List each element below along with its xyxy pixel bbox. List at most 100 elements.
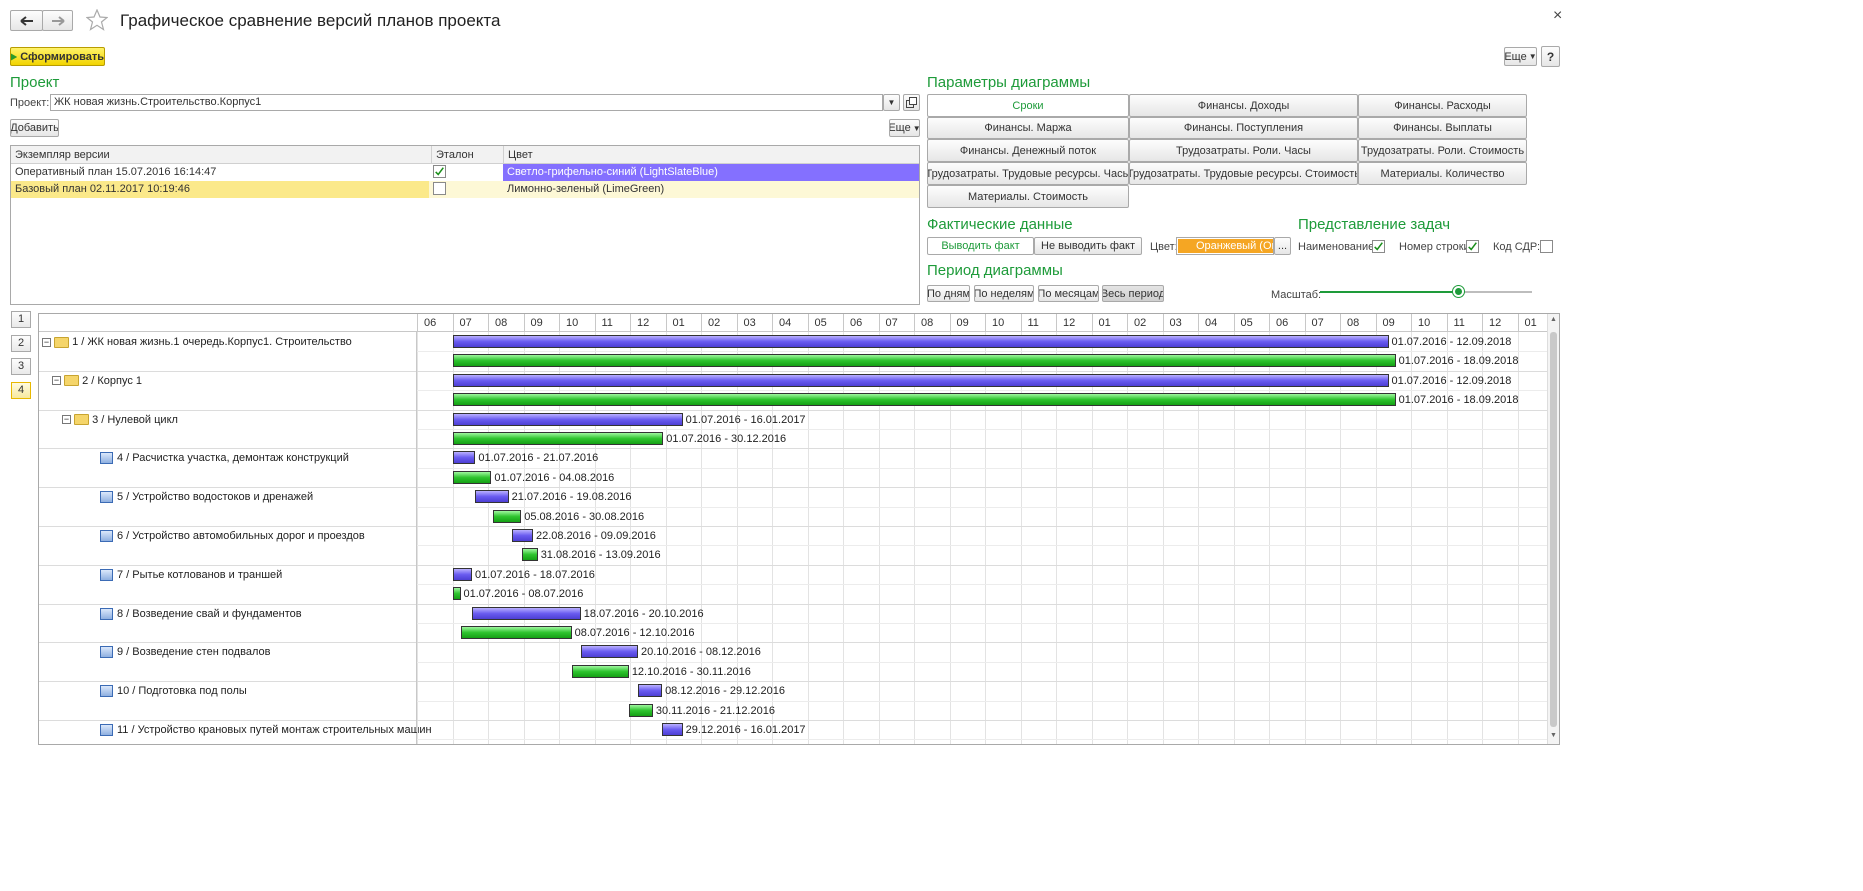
reference-checkbox[interactable] bbox=[433, 182, 446, 195]
collapse-icon[interactable]: − bbox=[42, 336, 51, 347]
base-bar[interactable] bbox=[460, 626, 572, 639]
project-field[interactable]: ЖК новая жизнь.Строительство.Корпус1 bbox=[50, 94, 883, 111]
add-button[interactable]: Добавить bbox=[10, 119, 59, 137]
hide-actual-button[interactable]: Не выводить факт bbox=[1034, 237, 1142, 255]
generate-button[interactable]: Сформировать bbox=[10, 47, 105, 66]
month-header: 07 bbox=[1304, 314, 1341, 332]
level-3-button[interactable]: 3 bbox=[11, 358, 31, 375]
base-bar[interactable] bbox=[452, 393, 1396, 407]
forward-button[interactable] bbox=[42, 10, 73, 31]
slider-handle[interactable] bbox=[1452, 285, 1465, 298]
open-window-icon bbox=[906, 97, 917, 108]
period-months-button[interactable]: По месяцам bbox=[1038, 285, 1099, 302]
tab-finance-income[interactable]: Финансы. Доходы bbox=[1129, 94, 1358, 117]
base-bar[interactable] bbox=[492, 509, 522, 523]
scale-slider[interactable] bbox=[1320, 284, 1532, 300]
task-row-name[interactable]: 7 / Рытье котлованов и траншей bbox=[72, 568, 282, 582]
tab-labor-roles-cost[interactable]: Трудозатраты. Роли. Стоимость bbox=[1358, 139, 1527, 162]
plan-bar[interactable] bbox=[471, 606, 581, 620]
tab-finance-expense[interactable]: Финансы. Расходы bbox=[1358, 94, 1527, 117]
reference-checkbox[interactable] bbox=[433, 165, 446, 178]
base-bar[interactable] bbox=[628, 703, 653, 717]
wbs-label: Код СДР: bbox=[1493, 241, 1541, 253]
folder-icon bbox=[54, 336, 69, 348]
plan-bar[interactable] bbox=[512, 529, 533, 542]
rownum-checkbox[interactable] bbox=[1466, 240, 1479, 253]
tab-srok[interactable]: Сроки bbox=[927, 94, 1129, 117]
period-weeks-button[interactable]: По неделям bbox=[974, 285, 1034, 302]
plan-bar[interactable] bbox=[475, 490, 509, 504]
base-bar[interactable] bbox=[452, 432, 664, 445]
task-row-name[interactable]: 9 / Возведение стен подвалов bbox=[72, 645, 270, 659]
help-button[interactable]: ? bbox=[1541, 46, 1560, 67]
plan-bar[interactable] bbox=[580, 645, 638, 659]
month-gridline bbox=[1198, 332, 1199, 744]
tab-materials-cost[interactable]: Материалы. Стоимость bbox=[927, 185, 1129, 208]
plan-bar[interactable] bbox=[452, 451, 476, 465]
task-row-name[interactable]: 5 / Устройство водостоков и дренажей bbox=[72, 490, 313, 504]
base-bar[interactable] bbox=[452, 470, 492, 484]
scroll-up-icon[interactable]: ▲ bbox=[1550, 316, 1557, 323]
wbs-checkbox[interactable] bbox=[1540, 240, 1553, 253]
task-row-name[interactable]: − 3 / Нулевой цикл bbox=[62, 413, 178, 427]
plan-bar[interactable] bbox=[452, 567, 472, 581]
back-button[interactable] bbox=[10, 10, 43, 31]
month-gridline bbox=[1375, 332, 1377, 744]
project-open-button[interactable] bbox=[903, 94, 920, 111]
more-button-top[interactable]: Еще ▼ bbox=[1504, 47, 1537, 66]
show-actual-button[interactable]: Выводить факт bbox=[927, 237, 1034, 255]
task-row-name[interactable]: 6 / Устройство автомобильных дорог и про… bbox=[72, 529, 365, 543]
period-days-button[interactable]: По дням bbox=[927, 285, 970, 302]
tab-labor-roles-hours[interactable]: Трудозатраты. Роли. Часы bbox=[1129, 139, 1358, 162]
scroll-thumb[interactable] bbox=[1550, 332, 1557, 727]
base-bar[interactable] bbox=[522, 548, 538, 562]
level-2-button[interactable]: 2 bbox=[11, 335, 31, 352]
tab-labor-resources-hours[interactable]: Трудозатраты. Трудовые ресурсы. Часы bbox=[927, 162, 1129, 185]
base-bar[interactable] bbox=[571, 664, 629, 678]
base-bar[interactable] bbox=[452, 354, 1396, 368]
level-1-button[interactable]: 1 bbox=[11, 311, 31, 328]
task-row-name[interactable]: 4 / Расчистка участка, демонтаж конструк… bbox=[72, 451, 349, 465]
tab-finance-cashflow[interactable]: Финансы. Денежный поток bbox=[927, 139, 1129, 162]
level-4-button[interactable]: 4 bbox=[11, 382, 31, 399]
base-bar[interactable] bbox=[452, 587, 461, 601]
collapse-icon[interactable]: − bbox=[62, 414, 71, 425]
close-icon[interactable]: × bbox=[1553, 7, 1563, 24]
tab-finance-margin[interactable]: Финансы. Маржа bbox=[927, 117, 1129, 139]
slider-fill bbox=[1320, 291, 1458, 293]
gantt-scrollbar[interactable]: ▲ ▼ bbox=[1547, 314, 1559, 744]
month-gridline bbox=[949, 332, 951, 744]
task-row-name[interactable]: 11 / Устройство крановых путей монтаж ст… bbox=[72, 723, 432, 737]
month-gridline bbox=[843, 332, 844, 744]
task-row-name[interactable]: − 1 / ЖК новая жизнь.1 очередь.Корпус1. … bbox=[42, 335, 352, 349]
task-row-name[interactable]: − 2 / Корпус 1 bbox=[52, 374, 142, 388]
task-row-name[interactable]: 8 / Возведение свай и фундаментов bbox=[72, 607, 302, 621]
task-icon bbox=[100, 607, 113, 620]
tab-materials-quantity[interactable]: Материалы. Количество bbox=[1358, 162, 1527, 185]
plan-bar[interactable] bbox=[662, 723, 683, 736]
more-button-project[interactable]: Еще ▼ bbox=[889, 119, 920, 137]
version-name: Оперативный план 15.07.2016 16:14:47 bbox=[15, 166, 217, 178]
table-row[interactable]: Базовый план 02.11.2017 10:19:46 Лимонно… bbox=[11, 181, 919, 198]
favorite-star-icon[interactable] bbox=[85, 8, 109, 34]
bar-date-label: 01.07.2016 - 18.07.2016 bbox=[474, 568, 595, 581]
tab-labor-resources-cost[interactable]: Трудозатраты. Трудовые ресурсы. Стоимост… bbox=[1129, 162, 1358, 185]
scroll-down-icon[interactable]: ▼ bbox=[1550, 732, 1557, 739]
plan-bar[interactable] bbox=[452, 412, 683, 426]
plan-bar[interactable] bbox=[452, 335, 1389, 348]
row-separator bbox=[417, 584, 1547, 586]
actual-color-field[interactable]: Оранжевый (Oran bbox=[1176, 237, 1274, 255]
tab-finance-receipts[interactable]: Финансы. Поступления bbox=[1129, 117, 1358, 139]
plan-bar[interactable] bbox=[452, 373, 1389, 387]
plan-bar[interactable] bbox=[638, 684, 663, 698]
period-all-button[interactable]: Весь период bbox=[1102, 285, 1164, 302]
tab-finance-payments[interactable]: Финансы. Выплаты bbox=[1358, 117, 1527, 139]
play-icon bbox=[11, 53, 18, 60]
task-row-name[interactable]: 10 / Подготовка под полы bbox=[72, 684, 247, 698]
table-row[interactable]: Оперативный план 15.07.2016 16:14:47 Све… bbox=[11, 164, 919, 181]
collapse-icon[interactable]: − bbox=[52, 375, 61, 386]
name-checkbox[interactable] bbox=[1372, 240, 1385, 253]
actual-color-pick-button[interactable]: ... bbox=[1274, 237, 1291, 255]
column-header-reference: Эталон bbox=[431, 146, 503, 164]
project-dropdown-button[interactable]: ▼ bbox=[883, 94, 900, 111]
